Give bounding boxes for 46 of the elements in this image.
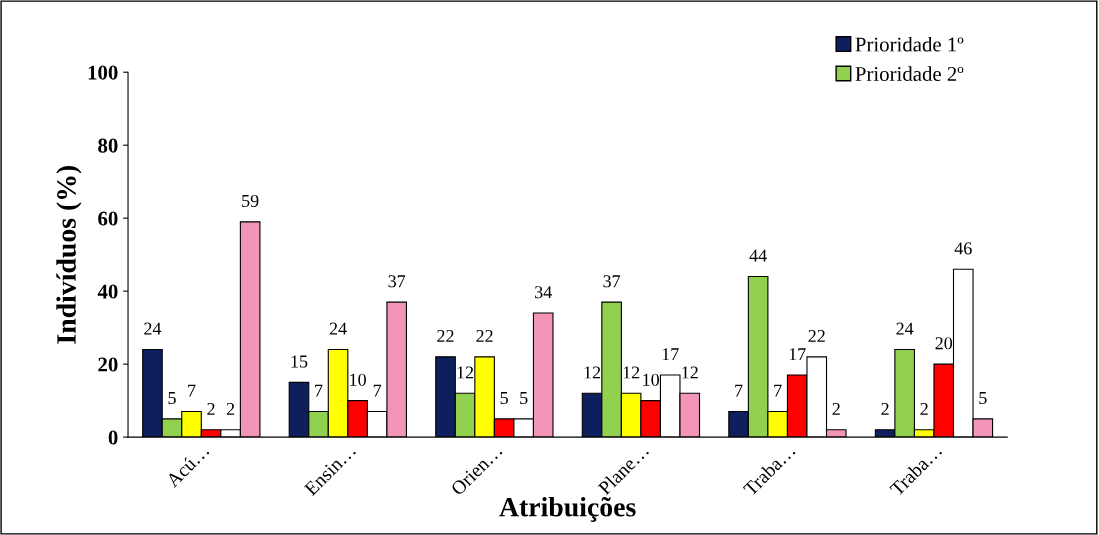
data-label: 12 xyxy=(584,366,601,379)
data-label: 12 xyxy=(682,366,698,379)
data-label: 2 xyxy=(881,402,889,415)
data-label: 12 xyxy=(623,366,640,379)
data-label: 17 xyxy=(662,348,679,361)
data-label: 17 xyxy=(789,348,806,361)
data-label: 2 xyxy=(207,402,215,415)
data-label: 10 xyxy=(350,373,366,386)
data-label: 44 xyxy=(749,249,767,262)
data-label: 10 xyxy=(643,373,660,386)
data-label: 7 xyxy=(735,384,743,397)
data-label: 2 xyxy=(226,402,235,415)
data-label: 7 xyxy=(774,384,782,397)
data-label: 15 xyxy=(291,355,308,368)
data-label: 7 xyxy=(315,384,323,397)
data-label: 37 xyxy=(388,275,406,288)
y-tick-label: 60 xyxy=(98,211,118,226)
y-axis-title: Indivíduos (%) xyxy=(56,165,82,344)
legend-label: Prioridade 2º xyxy=(855,66,964,81)
data-label: 5 xyxy=(500,392,508,405)
data-label: 7 xyxy=(373,384,382,397)
data-label: 20 xyxy=(935,337,953,350)
y-tick-label: 100 xyxy=(88,65,118,80)
data-label: 22 xyxy=(437,329,454,342)
data-label: 12 xyxy=(457,366,474,379)
y-tick-label: 80 xyxy=(98,138,118,153)
y-tick-label: 40 xyxy=(97,284,118,299)
y-tick-label: 0 xyxy=(108,430,118,445)
data-label: 24 xyxy=(144,322,162,335)
data-label: 34 xyxy=(535,286,552,299)
data-label: 22 xyxy=(808,329,825,342)
data-label: 5 xyxy=(168,392,176,405)
legend-label: Prioridade 1º xyxy=(855,36,964,52)
x-axis-title: Atribuições xyxy=(499,496,636,522)
data-label: 2 xyxy=(920,402,928,415)
data-label: 24 xyxy=(329,322,347,335)
data-label: 5 xyxy=(520,392,528,405)
data-label: 7 xyxy=(188,384,196,397)
data-label: 46 xyxy=(954,242,972,255)
data-label: 2 xyxy=(832,402,840,415)
data-label: 59 xyxy=(242,194,259,208)
data-label: 22 xyxy=(476,329,493,342)
data-label: 24 xyxy=(896,322,914,335)
data-label: 37 xyxy=(603,275,621,288)
y-tick-label: 20 xyxy=(98,357,118,372)
data-label: 5 xyxy=(979,392,987,405)
